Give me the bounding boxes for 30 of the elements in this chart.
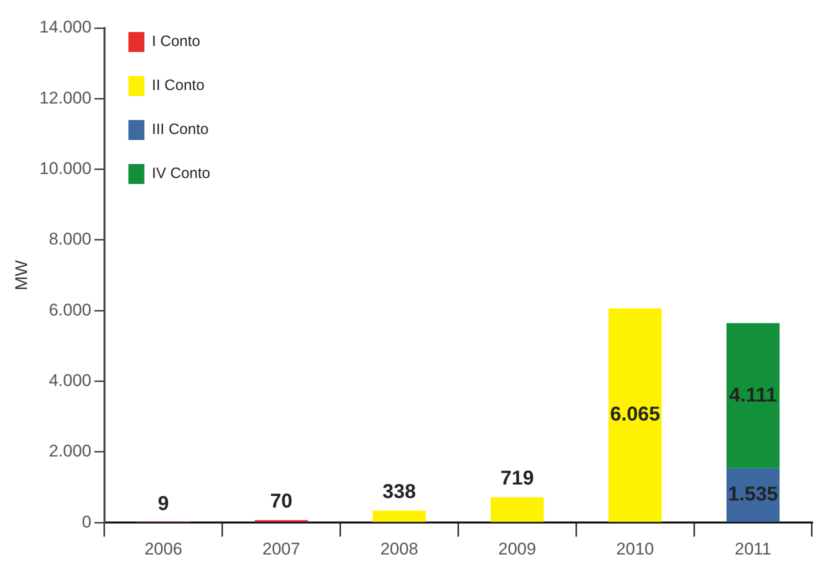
y-tick-label: 10.000 bbox=[39, 159, 92, 178]
bar bbox=[490, 497, 544, 522]
data-label: 4.111 bbox=[729, 384, 777, 406]
y-tick-label: 12.000 bbox=[39, 88, 92, 108]
legend-label: II Conto bbox=[152, 77, 204, 94]
x-tick-label: 2007 bbox=[262, 539, 300, 558]
y-axis-title: MW bbox=[12, 260, 31, 290]
bar bbox=[372, 510, 426, 522]
y-tick-label: 8.000 bbox=[48, 230, 92, 249]
x-tick-label: 2009 bbox=[498, 539, 536, 558]
data-label: 719 bbox=[500, 468, 534, 490]
y-tick-label: 6.000 bbox=[48, 300, 92, 320]
y-tick-label: 2.000 bbox=[48, 442, 92, 461]
y-tick-label: 4.000 bbox=[48, 370, 92, 390]
x-tick-label: 2006 bbox=[144, 539, 182, 558]
x-tick-label: 2008 bbox=[380, 539, 418, 558]
legend-label: I Conto bbox=[152, 33, 200, 50]
data-label: 70 bbox=[270, 490, 292, 513]
y-tick-label: 0 bbox=[82, 512, 92, 532]
bar bbox=[608, 308, 662, 522]
data-label: 9 bbox=[158, 492, 169, 515]
legend-label: III Conto bbox=[152, 121, 209, 138]
data-label: 338 bbox=[382, 481, 416, 504]
x-tick-label: 2011 bbox=[734, 539, 772, 558]
y-tick-label: 14.000 bbox=[39, 18, 92, 37]
legend-label: IV Conto bbox=[152, 165, 210, 182]
bar bbox=[726, 323, 780, 468]
x-tick-label: 2010 bbox=[616, 539, 654, 558]
data-label: 1.535 bbox=[728, 484, 778, 506]
data-label: 6.065 bbox=[610, 404, 660, 426]
